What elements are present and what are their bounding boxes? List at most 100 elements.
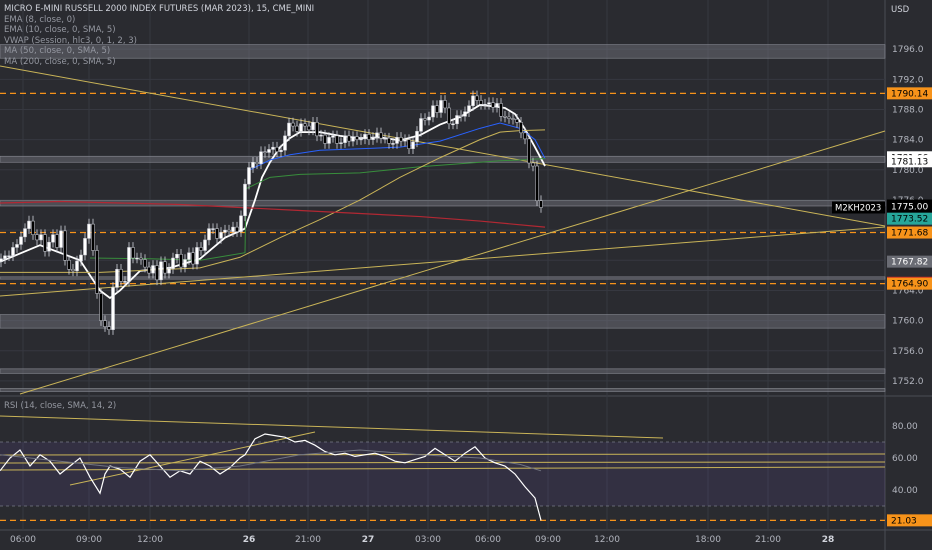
bull-candle [7, 255, 11, 258]
bear-candle [215, 228, 219, 239]
time-axis-tick: 18:00 [695, 535, 721, 545]
bear-candle [91, 223, 95, 251]
bear-candle [71, 269, 75, 272]
bull-candle [487, 102, 491, 105]
price-zone [0, 44, 886, 59]
time-axis-tick: 03:00 [415, 535, 441, 545]
bear-candle [475, 95, 479, 101]
bull-candle [267, 149, 271, 153]
bull-candle [203, 239, 207, 251]
rsi-price-label: 21.03 [891, 516, 917, 526]
bear-candle [511, 118, 515, 120]
bull-candle [311, 122, 315, 131]
time-axis-tick: 28 [822, 535, 835, 545]
bull-candle [259, 151, 263, 165]
bull-candle [371, 137, 375, 140]
bull-candle [327, 137, 331, 144]
bull-candle [411, 141, 415, 149]
bull-candle [75, 260, 79, 272]
bull-candle [363, 134, 367, 140]
bull-candle [339, 142, 343, 144]
bull-candle [231, 226, 235, 232]
bear-candle [523, 132, 527, 140]
bear-candle [539, 200, 543, 208]
price-zone [0, 314, 886, 329]
bull-candle [419, 118, 423, 132]
bear-candle [63, 230, 67, 261]
bear-candle [295, 125, 299, 132]
indicator-ma50 [0, 129, 546, 273]
price-axis-tick: 1784.0 [892, 136, 924, 146]
bull-candle [187, 252, 191, 260]
bear-candle [503, 116, 507, 118]
indicator-vwap[interactable]: VWAP (Session, hlc3, 0, 1, 2, 3) [4, 35, 137, 46]
indicator-ma200 [0, 200, 546, 228]
bull-candle [11, 247, 15, 257]
bear-candle [179, 253, 183, 268]
price-tag [887, 212, 932, 225]
price-axis-tick: 1788.0 [892, 105, 924, 115]
bear-candle [43, 234, 47, 252]
bear-candle [307, 125, 311, 131]
bull-candle [115, 269, 119, 288]
bull-candle [495, 103, 499, 108]
price-tag [887, 226, 932, 239]
symbol-label: M2KH2023 [835, 204, 881, 214]
rsi-legend[interactable]: RSI (14, close, SMA, 14, 2) [4, 401, 117, 411]
bear-candle [119, 269, 123, 282]
bear-candle [515, 119, 519, 123]
symbol-title[interactable]: MICRO E-MINI RUSSELL 2000 INDEX FUTURES … [4, 4, 315, 14]
bull-candle [59, 230, 63, 248]
indicator-ema8[interactable]: EMA (8, close, 0) [4, 14, 76, 25]
bull-candle [127, 247, 131, 282]
bull-candle [243, 183, 247, 217]
bull-candle [79, 254, 83, 262]
bull-candle [483, 103, 487, 106]
bear-candle [535, 165, 539, 201]
time-axis-tick: 09:00 [76, 535, 102, 545]
bear-candle [435, 105, 439, 113]
bull-candle [467, 105, 471, 112]
bull-candle [343, 135, 347, 143]
bull-candle [239, 215, 243, 232]
price-axis-tick: 1752.0 [892, 377, 924, 387]
bear-candle [347, 135, 351, 142]
bull-candle [39, 234, 43, 241]
bear-candle [447, 107, 451, 125]
price-tag [887, 155, 932, 168]
bear-candle [443, 100, 447, 109]
symbol-tag [832, 201, 885, 214]
bear-candle [143, 259, 147, 268]
trendline [0, 65, 886, 227]
rsi-ma-line [0, 449, 542, 472]
bull-candle [223, 229, 227, 233]
indicator-ma50[interactable]: MA (50, close, 0, SMA, 5) [4, 46, 111, 57]
currency-label: USD [891, 5, 910, 15]
trendline [0, 226, 886, 297]
bear-candle [131, 247, 135, 259]
bull-candle [251, 162, 255, 168]
price-tag-label: 1771.68 [891, 229, 928, 239]
bear-candle [423, 118, 427, 121]
time-axis-tick: 12:00 [137, 535, 163, 545]
bear-candle [527, 138, 531, 164]
indicator-vwap [89, 157, 546, 261]
bear-candle [275, 146, 279, 152]
bull-candle [283, 135, 287, 151]
bear-candle [67, 260, 71, 270]
bull-candle [3, 255, 7, 260]
bear-candle [103, 320, 107, 327]
bull-candle [123, 281, 127, 283]
bear-candle [499, 103, 503, 117]
bull-candle [171, 257, 175, 269]
price-axis-tick: 1764.0 [892, 286, 924, 296]
price-zone [0, 276, 886, 280]
bear-candle [399, 137, 403, 142]
indicator-ma200[interactable]: MA (200, close, 0, SMA, 5) [4, 56, 116, 67]
price-tag-label: 1773.52 [891, 215, 928, 225]
price-axis-tick: 1796.0 [892, 45, 924, 55]
indicator-ema10[interactable]: EMA (10, close, 0, SMA, 5) [4, 25, 116, 36]
time-axis-tick: 26 [243, 535, 256, 545]
bear-candle [479, 100, 483, 105]
bear-candle [255, 162, 259, 165]
